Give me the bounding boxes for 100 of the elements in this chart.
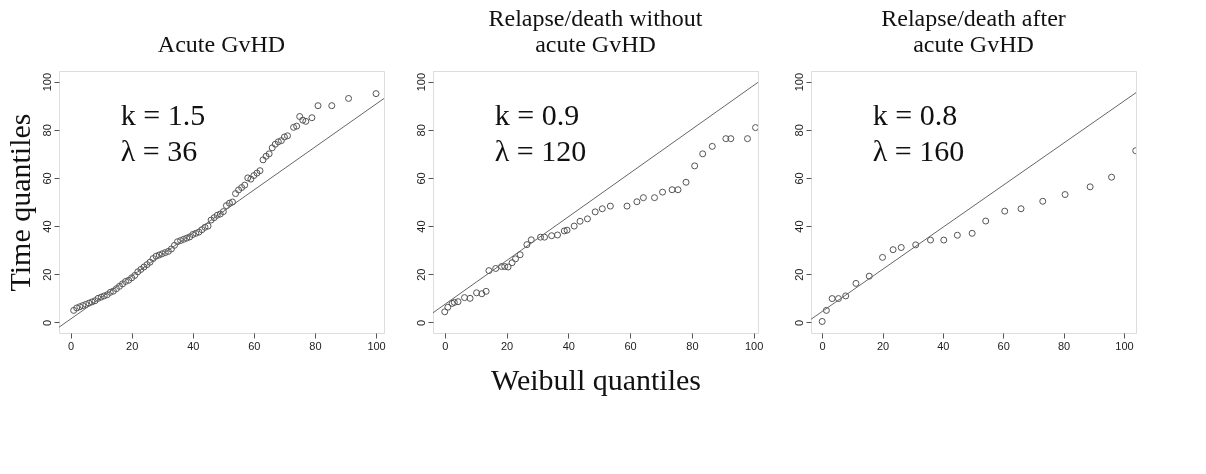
y-tick-label: 40	[414, 220, 427, 233]
point	[912, 241, 920, 249]
point	[1108, 173, 1116, 181]
point	[727, 135, 735, 143]
y-tick-label: 40	[792, 220, 805, 233]
point	[466, 294, 474, 302]
point	[953, 231, 961, 239]
point	[927, 236, 934, 244]
point	[722, 135, 730, 143]
y-tick-label: 20	[414, 268, 427, 281]
point	[852, 279, 860, 287]
y-tick-label: 60	[792, 172, 805, 185]
x-tick-label: 80	[686, 339, 699, 352]
x-tick-label: 80	[1057, 339, 1071, 352]
y-tick-label: 0	[414, 319, 427, 326]
y-tick-label: 60	[414, 172, 427, 185]
annotation: k = 0.9	[494, 97, 580, 131]
point	[511, 255, 519, 263]
annotation: k = 0.8	[872, 97, 958, 131]
point	[889, 246, 897, 254]
y-tick-label: 40	[40, 220, 53, 233]
point	[570, 222, 578, 230]
y-tick-label: 100	[414, 72, 427, 92]
point	[537, 233, 545, 241]
point	[504, 263, 512, 271]
y-tick-label: 0	[792, 319, 805, 326]
y-tick-label: 0	[40, 319, 53, 326]
point	[576, 217, 584, 225]
point	[508, 259, 516, 267]
y-tick-label: 80	[792, 124, 805, 137]
point	[461, 294, 469, 302]
point	[516, 251, 524, 259]
point	[523, 241, 531, 249]
x-tick-label: 0	[819, 339, 826, 352]
point	[879, 253, 887, 261]
point	[682, 178, 690, 186]
point	[441, 308, 449, 316]
point	[591, 208, 599, 216]
y-axis-title: Time quantiles	[2, 113, 36, 292]
point	[583, 215, 591, 223]
x-axis-title: Weibull quantiles	[490, 362, 702, 396]
x-tick-label: 20	[500, 339, 514, 352]
point	[940, 236, 948, 244]
point	[623, 202, 631, 210]
point	[828, 295, 836, 303]
point	[498, 263, 506, 271]
y-tick-label: 20	[40, 268, 53, 281]
x-tick-label: 100	[1115, 339, 1134, 352]
point	[897, 244, 905, 252]
y-tick-label: 80	[40, 124, 53, 137]
point	[1001, 207, 1009, 215]
point	[752, 124, 758, 132]
point	[1017, 205, 1025, 213]
annotation: λ = 160	[872, 134, 965, 168]
x-tick-label: 20	[876, 339, 890, 352]
x-tick-label: 40	[562, 339, 575, 352]
point	[606, 202, 614, 210]
point	[563, 226, 571, 234]
point	[454, 298, 462, 306]
y-tick-label: 100	[40, 72, 53, 92]
point	[822, 306, 830, 314]
point	[598, 205, 606, 213]
x-tick-label: 60	[248, 339, 261, 352]
point	[444, 303, 452, 311]
point	[651, 194, 659, 202]
point	[478, 290, 486, 298]
x-tick-label: 100	[367, 339, 386, 352]
point	[668, 186, 676, 194]
y-tick-label: 100	[792, 72, 805, 92]
point	[485, 267, 493, 275]
point	[548, 232, 556, 240]
point	[674, 186, 682, 194]
point	[982, 217, 990, 225]
chart-title: Relapse/death without acute GvHD	[488, 5, 703, 57]
y-tick-label: 20	[792, 268, 805, 281]
x-tick-label: 100	[745, 339, 764, 352]
annotation: λ = 120	[494, 134, 587, 168]
point	[492, 264, 500, 272]
point	[1039, 197, 1047, 205]
point	[699, 150, 707, 158]
annotation: λ = 36	[120, 134, 198, 168]
point	[818, 317, 826, 325]
chart-title: Acute GvHD	[157, 31, 286, 57]
point	[482, 287, 490, 295]
y-tick-label: 80	[414, 124, 427, 137]
x-tick-label: 60	[997, 339, 1010, 352]
point	[659, 188, 667, 196]
chart-title: Relapse/death after acute GvHD	[881, 5, 1066, 57]
point	[527, 236, 535, 244]
point	[968, 229, 976, 237]
point	[708, 142, 716, 150]
point	[554, 231, 561, 239]
point	[1061, 191, 1069, 199]
point	[541, 233, 549, 241]
point	[691, 162, 699, 170]
point	[473, 289, 481, 297]
x-tick-label: 80	[309, 339, 322, 352]
point	[834, 295, 842, 303]
point	[842, 292, 850, 300]
point	[560, 227, 568, 235]
